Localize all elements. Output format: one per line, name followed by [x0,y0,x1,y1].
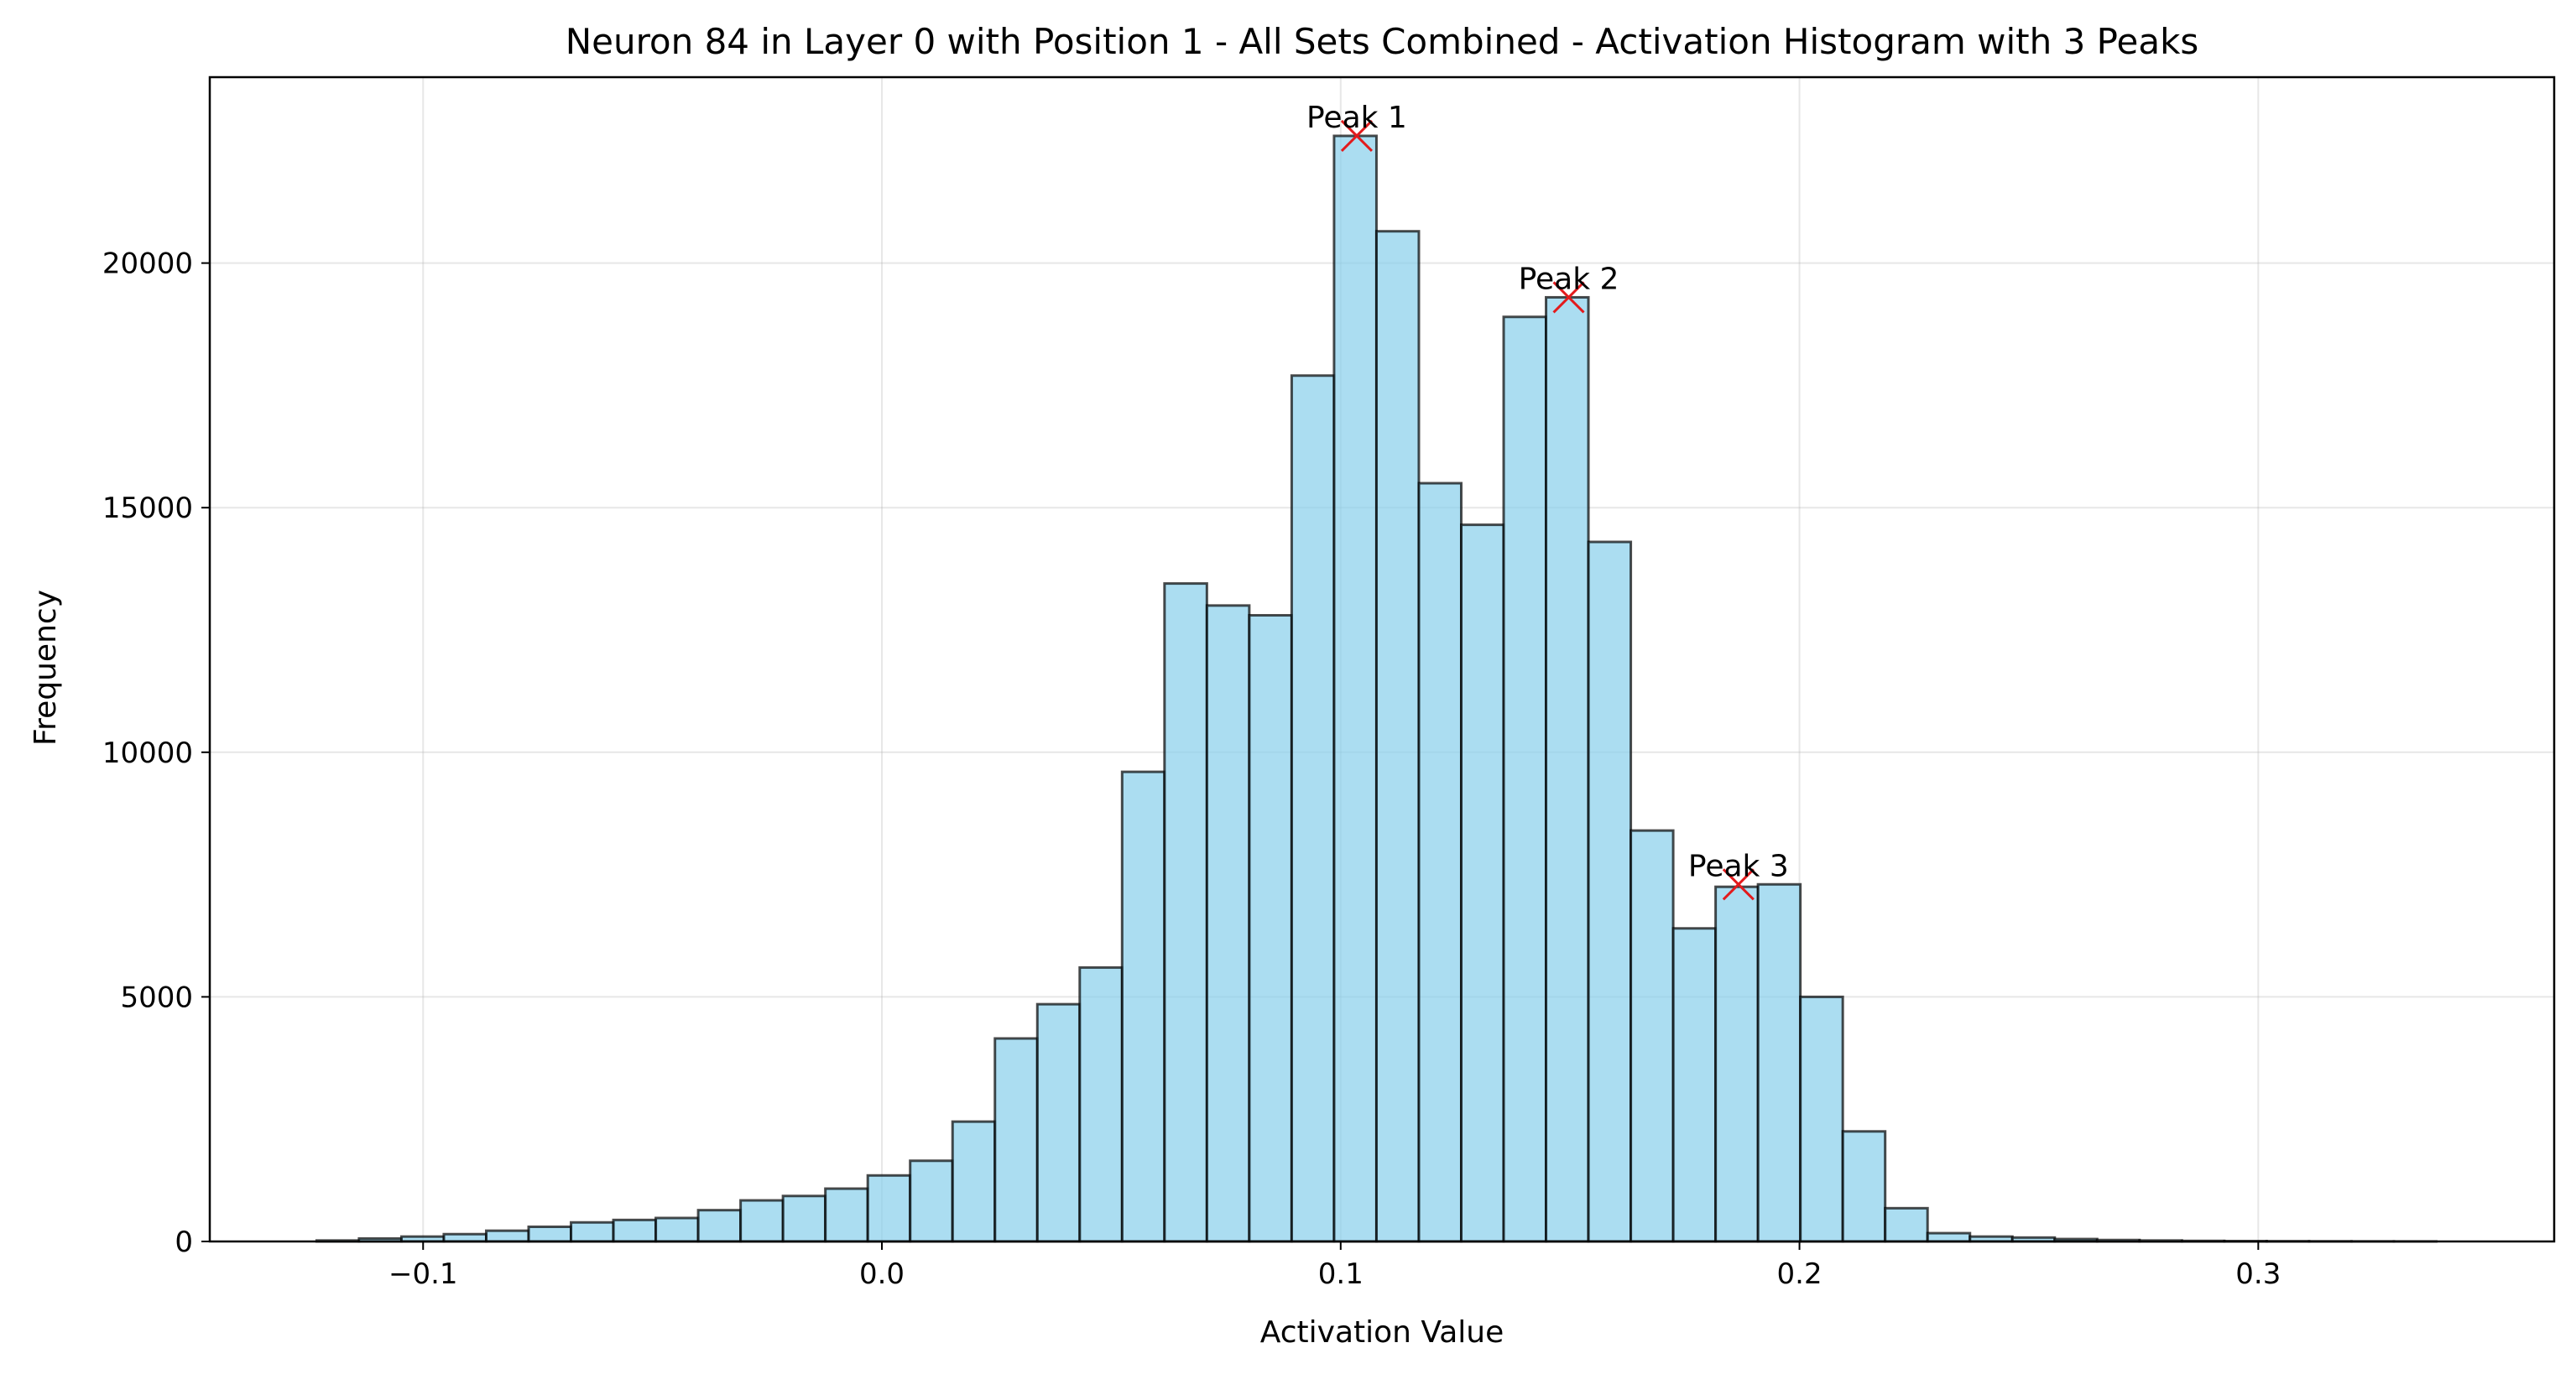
peak-label: Peak 3 [1688,849,1789,883]
histogram-bar [570,1220,615,1243]
histogram-bar [1502,315,1548,1243]
peak-marker-stroke [1340,119,1373,153]
x-tick-label: −0.1 [388,1257,458,1291]
histogram-bar [1459,523,1505,1243]
histogram-bar [1078,965,1124,1243]
y-axis-ticks: 0 5000 10000 15000 20000 [102,247,210,1259]
plot-frame [208,75,2556,1243]
y-tick-label: 10000 [102,736,193,770]
histogram-bar [1248,614,1293,1243]
y-tick-label: 15000 [102,492,193,525]
histogram-bar [1205,604,1251,1243]
histogram-bar [1841,1130,1887,1243]
histogram-bar [1630,829,1675,1243]
histogram-bar [696,1209,743,1243]
histogram-bar [909,1159,954,1243]
x-tick-label: 0.3 [2235,1257,2281,1291]
y-tick-label: 20000 [102,247,193,281]
histogram-bar [1120,770,1166,1243]
histogram-bar [442,1232,488,1243]
x-axis-ticks: −0.1 0.0 0.1 0.2 0.3 [388,1241,2281,1291]
histogram-bar [1799,995,1844,1243]
histogram-bar [1884,1206,1929,1243]
histogram-bar [1756,882,1802,1243]
histogram-bar [654,1216,700,1243]
peak-label: Peak 2 [1519,262,1619,296]
peak-markers: Peak 1 Peak 2 Peak 3 [1306,101,1789,901]
y-tick-label: 0 [175,1226,193,1259]
chart-title: Neuron 84 in Layer 0 with Position 1 - A… [566,21,2199,62]
histogram-bar [484,1229,530,1243]
histogram-bar [1545,295,1590,1243]
x-tick-label: 0.1 [1318,1257,1364,1291]
histogram-bar [1374,230,1421,1243]
histogram-bar [866,1174,912,1243]
histogram-bar [1671,927,1718,1243]
histogram-bar [1163,582,1208,1243]
x-tick-label: 0.0 [859,1257,905,1291]
peak-marker-3 [1722,868,1755,901]
peak-label: Peak 1 [1306,101,1407,135]
peak-marker-2 [1552,281,1585,314]
histogram-bars [315,134,2438,1243]
histogram-bar [1332,134,1378,1243]
histogram-bar [1417,481,1463,1243]
histogram-bar [1290,374,1336,1243]
histogram-bar [1926,1231,1972,1243]
peak-marker-1 [1340,119,1373,153]
y-tick-label: 5000 [120,981,193,1014]
peak-marker-stroke [1552,281,1585,314]
histogram-bar [1714,885,1760,1243]
histogram-bar [951,1120,997,1243]
histogram-bar [612,1218,658,1243]
histogram-bar [527,1226,573,1243]
histogram-bar [1035,1002,1082,1243]
histogram-bar [781,1194,827,1243]
histogram-bar [993,1037,1039,1243]
y-axis-title: Frequency [29,590,63,746]
histogram-bar [824,1187,869,1243]
x-axis-title: Activation Value [1260,1315,1504,1350]
histogram-bar [1587,540,1633,1243]
x-tick-label: 0.2 [1777,1257,1822,1291]
histogram-bar [739,1199,785,1243]
peak-marker-stroke [1722,868,1755,901]
